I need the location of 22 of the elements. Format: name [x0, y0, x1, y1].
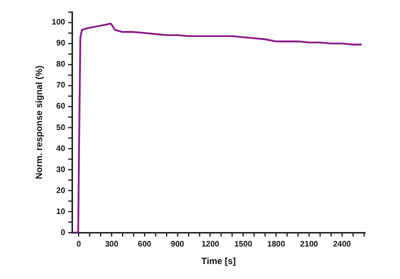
- y-tick-label: 0: [60, 228, 66, 237]
- y-axis-title: Norm. response signal (%): [34, 66, 44, 180]
- x-tick-label: 2100: [300, 240, 319, 249]
- y-tick-label: 40: [56, 144, 66, 153]
- y-tick-label: 10: [56, 206, 66, 216]
- x-tick-label: 1500: [234, 240, 253, 249]
- y-tick-label: 50: [56, 122, 66, 132]
- x-tick-label: 600: [138, 240, 152, 249]
- x-tick-label: 0: [76, 240, 82, 249]
- x-tick-label: 1200: [201, 240, 220, 249]
- x-axis-title: Time [s]: [201, 256, 236, 266]
- y-tick-label: 60: [56, 102, 66, 111]
- y-tick-label: 90: [56, 38, 66, 48]
- y-tick-label: 70: [56, 80, 66, 90]
- y-tick-label: 100: [52, 18, 66, 27]
- x-tick-label: 2400: [333, 240, 352, 249]
- y-tick-label: 20: [56, 186, 66, 195]
- x-tick-label: 300: [104, 240, 119, 249]
- y-tick-label: 30: [56, 164, 66, 174]
- x-tick-label: 900: [170, 240, 185, 249]
- x-tick-label: 1800: [267, 240, 286, 249]
- y-tick-label: 80: [56, 60, 66, 69]
